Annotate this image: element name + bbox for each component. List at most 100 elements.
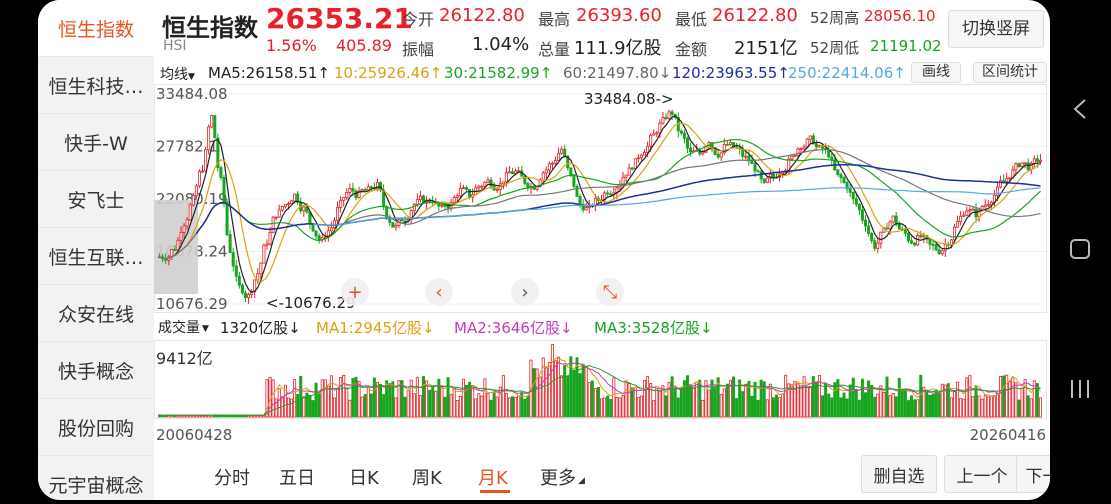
range-stat-button[interactable]: 区间统计 (973, 62, 1047, 83)
volume-type-label[interactable]: 成交量 (158, 319, 200, 336)
volume-max-label: 9412亿 (156, 349, 213, 368)
prev-button[interactable]: 上一个 (944, 455, 1020, 493)
candle-body (176, 239, 180, 251)
crosshair-icon[interactable]: + (347, 282, 362, 303)
ma-type-select[interactable]: 均线▼ (160, 64, 195, 84)
switch-portrait-button[interactable]: 切换竖屏 (948, 10, 1044, 48)
amount-value: 2151亿 (734, 38, 798, 59)
recents-icon[interactable] (1071, 380, 1089, 398)
next-button[interactable]: 下一个 (1016, 455, 1050, 493)
candle-body (732, 142, 736, 148)
kline-svg[interactable]: 33484.0827782.122080.1916378.2410676.293… (154, 84, 1050, 496)
candle-body (793, 154, 797, 157)
home-icon[interactable] (1070, 239, 1090, 259)
volume-bar (409, 379, 413, 418)
sidebar-item-4[interactable]: 恒生互联… (38, 228, 154, 285)
quote-header: 恒生指数 HSI 26353.21 1.56% 405.89 今开 26122.… (154, 0, 1050, 62)
candle-body (280, 205, 284, 211)
candle-body (262, 244, 266, 264)
candle-body (655, 132, 659, 135)
candle-body (277, 209, 281, 218)
candle-body (173, 248, 177, 251)
volume-bar (1023, 379, 1027, 418)
zoom-icon-circle[interactable] (596, 278, 624, 306)
volume-bar (1020, 387, 1024, 418)
sidebar-item-8[interactable]: 元宇宙概念 (38, 456, 154, 500)
tab-2[interactable]: 日K (349, 468, 379, 489)
candle-body (836, 169, 840, 176)
back-icon[interactable] (1073, 99, 1086, 119)
zoom-icon[interactable]: ⤡ (603, 282, 617, 303)
candle-body (314, 230, 318, 237)
volume-bar (956, 381, 960, 418)
volume-bar (523, 398, 527, 418)
volume-bar (308, 394, 312, 418)
candle-body (391, 222, 395, 228)
sidebar-item-6[interactable]: 快手概念 (38, 342, 154, 399)
candle-body (796, 148, 800, 156)
candle-body (771, 173, 775, 178)
volume-bar (774, 394, 778, 418)
candle-body (799, 148, 803, 151)
crosshair-icon-circle[interactable] (341, 278, 369, 306)
chevron-left-icon-circle[interactable] (425, 278, 453, 306)
volume-bar (836, 379, 840, 418)
tab-4[interactable]: 月K (478, 468, 508, 489)
tab-0[interactable]: 分时 (214, 468, 250, 489)
candle-body (455, 195, 459, 198)
candle-body (302, 206, 306, 212)
candle-body (790, 155, 794, 160)
candle-body (857, 203, 861, 211)
chevron-left-icon[interactable]: ‹ (435, 282, 442, 303)
candle-body (296, 193, 300, 203)
candle-body (443, 204, 447, 207)
volume-bar (851, 377, 855, 418)
sidebar-item-7[interactable]: 股份回购 (38, 399, 154, 456)
candle-body (689, 147, 693, 153)
volume-bar (1017, 399, 1021, 418)
volume-bar (937, 392, 941, 418)
volume-bar (762, 381, 766, 418)
sidebar-item-1[interactable]: 恒生科技… (38, 57, 154, 114)
sidebar-item-2[interactable]: 快手-W (38, 114, 154, 171)
tab-5[interactable]: 更多 (540, 468, 576, 489)
volume-bar (1008, 380, 1012, 418)
sidebar-item-3[interactable]: 安飞士 (38, 171, 154, 228)
candle-body (544, 169, 548, 174)
draw-line-button[interactable]: 画线 (911, 62, 961, 83)
tab-1[interactable]: 五日 (279, 468, 315, 489)
volume-bar (784, 374, 788, 418)
candle-body (959, 215, 963, 222)
candle-body (400, 219, 404, 222)
volume-bar (646, 376, 650, 418)
amplitude-label: 振幅 (402, 40, 435, 59)
volume-bar (492, 391, 496, 418)
volume-bar (369, 393, 373, 418)
volume-bar (673, 387, 677, 418)
volume-bar (514, 397, 518, 418)
sidebar-item-5[interactable]: 众安在线 (38, 285, 154, 342)
chevron-right-icon[interactable]: › (521, 282, 528, 303)
remove-button[interactable]: 删自选 (861, 455, 937, 493)
volume-bar (670, 376, 674, 418)
volume-bar (986, 396, 990, 418)
volume-bar (437, 378, 441, 418)
volume-bar (781, 393, 785, 418)
volume-bar (400, 380, 404, 418)
chevron-right-icon-circle[interactable] (511, 278, 539, 306)
volume-bar (584, 367, 588, 418)
tab-3[interactable]: 周K (412, 468, 442, 489)
volume-bar (581, 363, 585, 418)
candle-body (968, 209, 972, 212)
sidebar-item-0[interactable]: 恒生指数 (38, 0, 154, 57)
ma250-line (312, 187, 1041, 226)
candle-body (1014, 163, 1018, 171)
candle-body (811, 135, 815, 145)
volume-bar (771, 397, 775, 418)
volume-bar (833, 382, 837, 418)
volume-bar (624, 380, 628, 418)
kline-chart[interactable]: 33484.0827782.122080.1916378.2410676.293… (154, 84, 1050, 496)
candle-body (225, 201, 229, 236)
volume-bar (286, 397, 290, 418)
volume-bar (765, 399, 769, 418)
